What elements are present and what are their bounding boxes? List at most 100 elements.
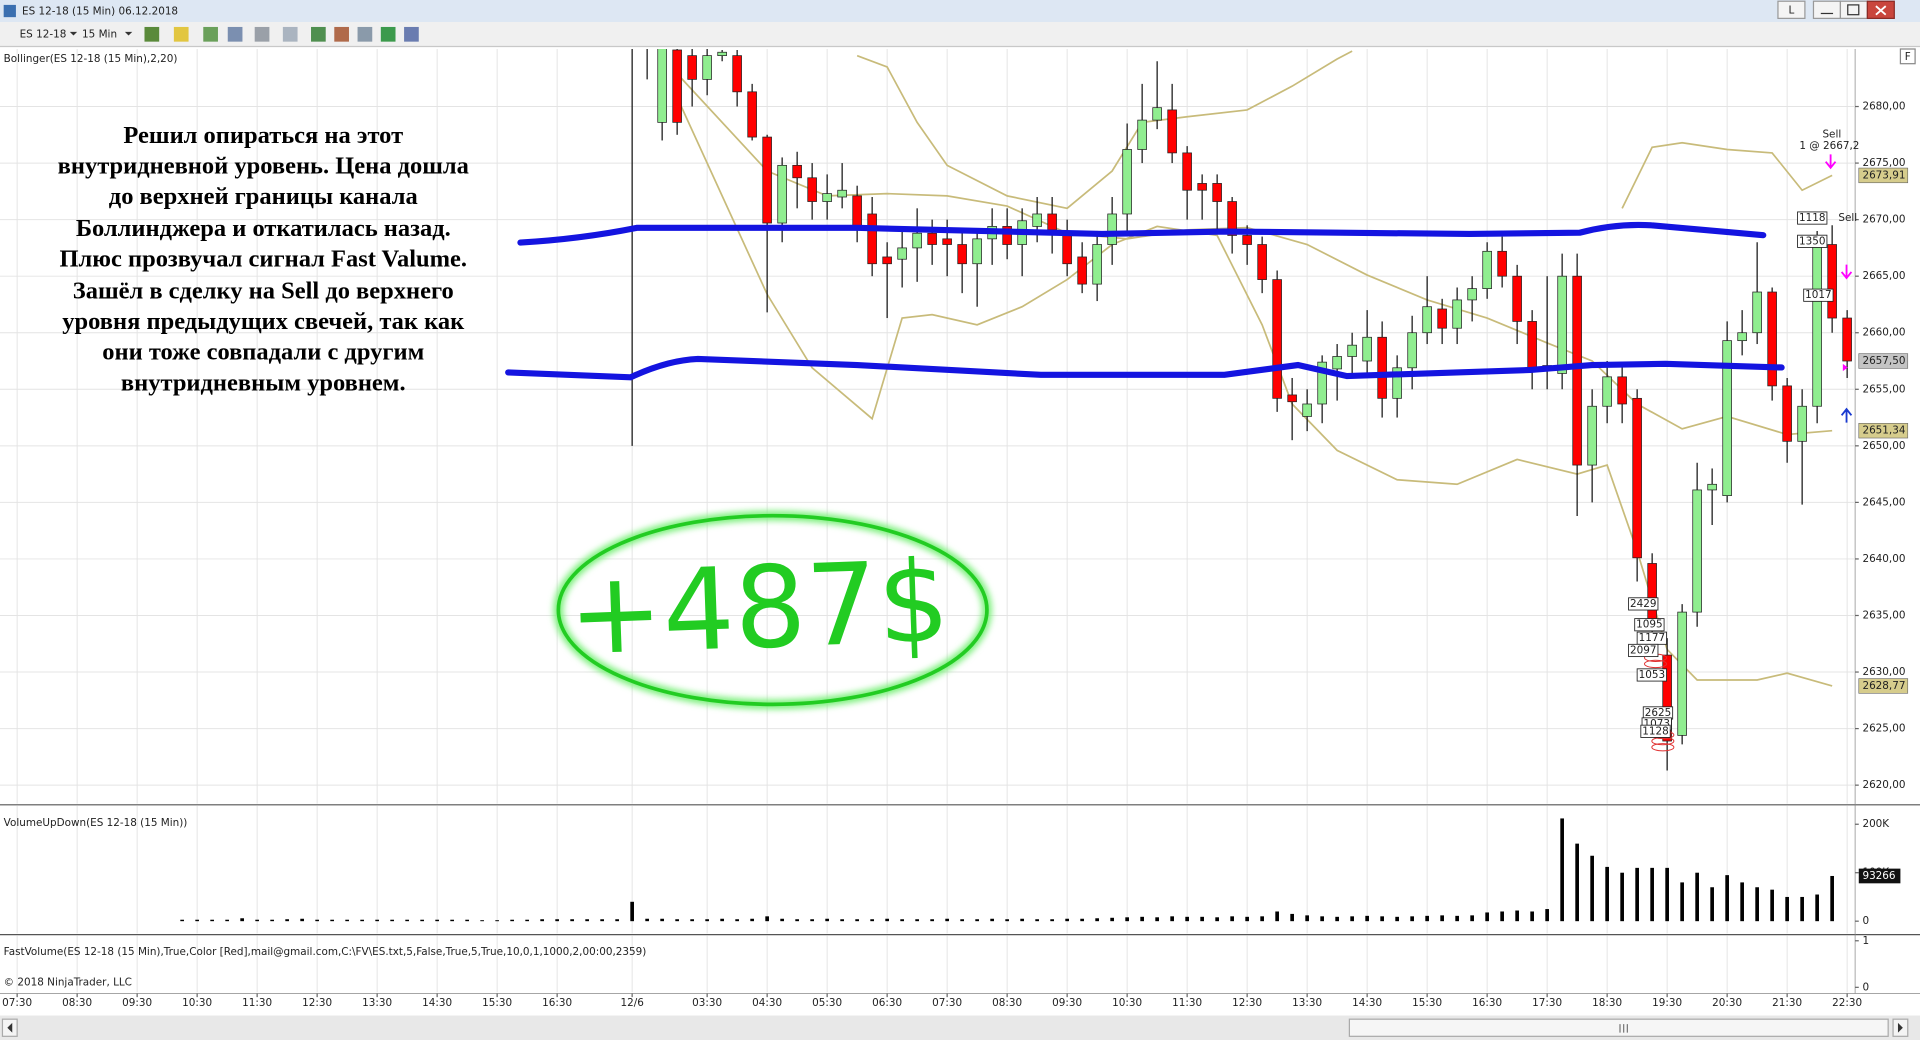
candle-body xyxy=(657,48,667,123)
volume-bar xyxy=(480,920,484,922)
signal-label: 1095 xyxy=(1636,619,1662,631)
x-tick-label: 07:30 xyxy=(2,997,32,1009)
signal-box xyxy=(1803,288,1834,302)
instrument-selector[interactable]: ES 12-18 xyxy=(20,28,67,40)
candle-body xyxy=(837,189,847,198)
signal-box xyxy=(1797,211,1828,225)
y-tick-label: 2625,00 xyxy=(1862,723,1905,735)
hand-drawn-overlay: +487$ xyxy=(505,154,1853,752)
candle-body xyxy=(1677,611,1687,736)
y-tick-label: 2665,00 xyxy=(1862,270,1905,282)
candle-body xyxy=(1692,489,1702,613)
title-bar xyxy=(0,0,1920,23)
candle-body xyxy=(1812,244,1822,407)
panel-button[interactable] xyxy=(1899,48,1916,65)
exit-arrow xyxy=(1840,264,1853,280)
candle-body xyxy=(1707,483,1717,491)
candle-body xyxy=(1512,275,1522,322)
copyright: © 2018 NinjaTrader, LLC xyxy=(4,976,132,988)
volume-bar xyxy=(1830,875,1834,922)
profit-ellipse xyxy=(556,513,989,707)
volume-bar xyxy=(900,919,904,922)
volume-bar xyxy=(375,919,379,922)
volume-flag xyxy=(1858,868,1901,884)
volume-bar xyxy=(1530,911,1534,922)
scroll-thumb[interactable] xyxy=(1348,1018,1889,1037)
volume-bar xyxy=(555,919,559,922)
data-box-button[interactable] xyxy=(334,26,349,42)
volume-bar xyxy=(1560,818,1564,922)
volume-bar xyxy=(255,919,259,922)
x-tick-label: 07:30 xyxy=(932,997,962,1009)
candle-body xyxy=(1077,256,1087,285)
volume-bar xyxy=(1410,916,1414,922)
candle-body xyxy=(927,232,937,245)
indicator-button[interactable] xyxy=(203,26,218,42)
bar-type-button[interactable] xyxy=(144,26,160,42)
candle-body xyxy=(1482,250,1492,289)
volume-bar xyxy=(1380,916,1384,922)
mode-button[interactable] xyxy=(1777,0,1806,19)
x-tick-label: 12:30 xyxy=(302,997,332,1009)
candle-body xyxy=(1557,275,1567,374)
dropdown-arrow xyxy=(124,31,133,36)
zoom-button[interactable] xyxy=(227,26,243,42)
panel-button-label: F xyxy=(1905,51,1911,63)
volume-bar xyxy=(1605,866,1609,922)
candle-body xyxy=(732,55,742,93)
candle-body xyxy=(1437,308,1447,329)
image-button[interactable] xyxy=(357,26,373,42)
volume-bar xyxy=(1620,872,1624,922)
x-tick-label: 16:30 xyxy=(542,997,572,1009)
draw-tool-button[interactable] xyxy=(173,26,189,42)
volume-bar xyxy=(1575,843,1579,922)
candle-body xyxy=(1167,109,1177,154)
candle-body xyxy=(1377,336,1387,399)
properties-button[interactable] xyxy=(282,26,298,42)
candle-body xyxy=(1767,291,1777,387)
volume-bar xyxy=(1815,894,1819,922)
cursor-button[interactable] xyxy=(254,26,270,42)
volume-bar xyxy=(840,919,844,922)
volume-bar xyxy=(765,916,769,922)
signal-box xyxy=(1628,643,1659,658)
volume-bar xyxy=(675,919,679,922)
signal-box xyxy=(1640,724,1671,738)
x-tick-label: 15:30 xyxy=(482,997,512,1009)
volume-bar xyxy=(750,918,754,922)
volume-bar xyxy=(1215,917,1219,922)
candle-body xyxy=(942,238,952,245)
x-tick-label: 08:30 xyxy=(992,997,1022,1009)
dollar-button[interactable] xyxy=(380,26,396,42)
price-pane xyxy=(631,48,1852,771)
volume-bar xyxy=(1125,917,1129,922)
x-tick-label: 21:30 xyxy=(1772,997,1802,1009)
candle-body xyxy=(717,51,727,57)
maximize-button[interactable] xyxy=(1839,0,1868,19)
x-tick-label: 05:30 xyxy=(812,997,842,1009)
indicator-label: VolumeUpDown(ES 12-18 (15 Min)) xyxy=(4,817,188,829)
x-tick-label: 10:30 xyxy=(182,997,212,1009)
candle-body xyxy=(1047,213,1057,231)
x-tick-label: 03:30 xyxy=(692,997,722,1009)
volume-bar xyxy=(1245,916,1249,922)
window-button[interactable] xyxy=(404,26,419,42)
candle-body xyxy=(1497,250,1507,277)
x-tick-label: 14:30 xyxy=(1352,997,1382,1009)
candle-body xyxy=(1182,152,1192,191)
volume-bar xyxy=(795,919,799,922)
volume-bar xyxy=(300,918,304,922)
volume-bar xyxy=(1335,916,1339,922)
candle-body xyxy=(852,195,862,227)
interval-selector[interactable]: 15 Min xyxy=(82,28,117,40)
volume-bar xyxy=(540,919,544,922)
strategy-button[interactable] xyxy=(311,26,326,42)
volume-bar xyxy=(1005,919,1009,922)
volume-bar xyxy=(1320,916,1324,922)
minimize-button[interactable] xyxy=(1812,0,1842,19)
candle-body xyxy=(1452,299,1462,329)
candle-body xyxy=(1842,317,1852,362)
volume-bar xyxy=(885,918,889,922)
volume-bar xyxy=(720,918,724,922)
volume-bar xyxy=(1425,915,1429,922)
